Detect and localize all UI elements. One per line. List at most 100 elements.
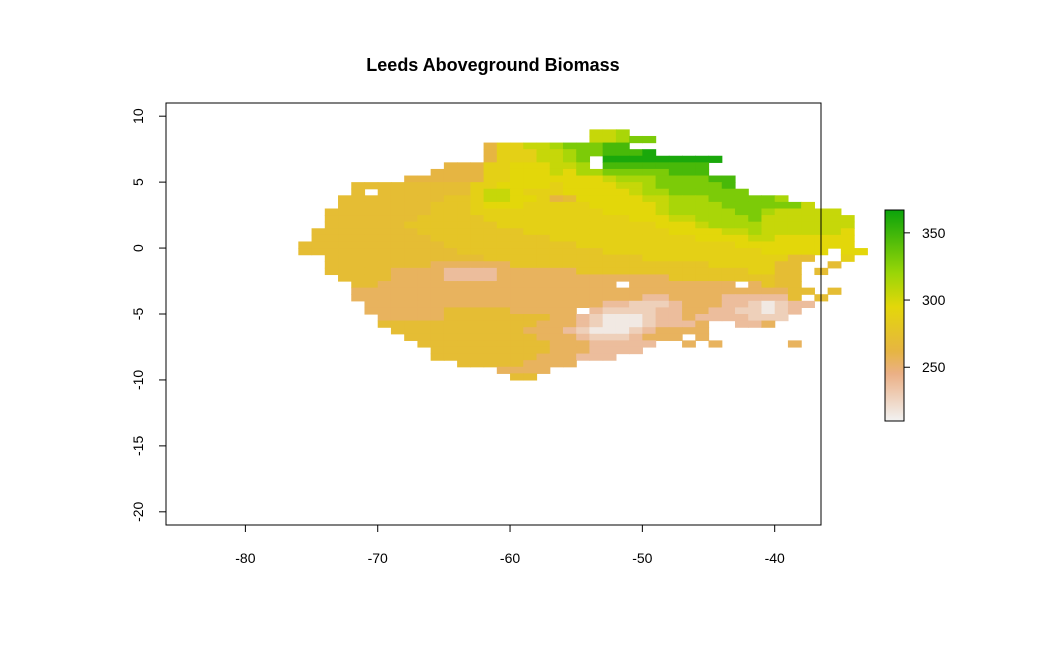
raster-cell (496, 221, 511, 229)
raster-cell (364, 182, 379, 190)
raster-cell (602, 135, 617, 144)
raster-cell (457, 195, 471, 203)
raster-cell (324, 267, 339, 276)
raster-cell (417, 294, 432, 302)
raster-cell (602, 155, 617, 163)
raster-cell (496, 314, 511, 322)
raster-cell (311, 248, 326, 256)
raster-cell (695, 195, 710, 203)
raster-cell (470, 162, 485, 170)
raster-cell (629, 267, 643, 276)
raster-cell (523, 346, 538, 355)
raster-cell (562, 149, 577, 157)
raster-cell (629, 287, 643, 295)
raster-cell (602, 182, 617, 190)
raster-cell (351, 267, 366, 276)
raster-cell (576, 248, 591, 256)
raster-cell (721, 175, 736, 183)
raster-cell (457, 360, 471, 368)
raster-cell (576, 320, 591, 328)
raster-cell (801, 208, 815, 216)
raster-cell (602, 261, 617, 269)
raster-cell (536, 248, 551, 256)
raster-cell (589, 234, 604, 243)
raster-cell (576, 346, 591, 355)
raster-cell (351, 215, 366, 223)
raster-cell (562, 320, 577, 328)
raster-cell (562, 201, 577, 210)
raster-cell (602, 300, 617, 308)
raster-cell (496, 162, 511, 170)
raster-cell (338, 228, 352, 236)
raster-cell (523, 188, 538, 196)
raster-cell (338, 267, 352, 276)
raster-cell (430, 267, 445, 276)
raster-cell (602, 346, 617, 355)
raster-cell (443, 182, 458, 190)
raster-cell (496, 300, 511, 308)
raster-cell (510, 346, 524, 355)
raster-cell (774, 228, 789, 236)
raster-cell (748, 274, 763, 282)
raster-cell (708, 248, 723, 256)
raster-cell (562, 182, 577, 190)
raster-cell (602, 208, 617, 216)
raster-cell (589, 175, 604, 183)
raster-cell (602, 254, 617, 262)
raster-cell (615, 175, 630, 183)
raster-cell (602, 327, 617, 335)
raster-cell (523, 294, 538, 302)
raster-cell (748, 254, 763, 262)
raster-cell (615, 188, 630, 196)
legend-frame (884, 209, 905, 422)
raster-cell (523, 201, 538, 210)
raster-cell (576, 155, 591, 163)
raster-cell (324, 254, 339, 262)
x-axis: -80 -70 -60 -50 -40 (235, 524, 785, 566)
raster-cell (682, 320, 696, 328)
raster-cell (298, 241, 313, 249)
raster-cell (576, 168, 591, 177)
raster-cell (390, 201, 405, 210)
y-tick-label: -20 (130, 501, 146, 521)
raster-cell (549, 254, 564, 262)
raster-cell (549, 320, 564, 328)
raster-cell (510, 320, 524, 328)
raster-cell (390, 320, 405, 328)
raster-cell (589, 294, 604, 302)
raster-cell (377, 314, 392, 322)
raster-cell (602, 195, 617, 203)
raster-cell (483, 300, 498, 308)
y-tick-label: 5 (130, 178, 146, 186)
raster-cell (602, 175, 617, 183)
raster-cell (642, 149, 657, 157)
raster-cell (549, 261, 564, 269)
raster-cell (496, 195, 511, 203)
raster-cell (510, 195, 524, 203)
raster-cell (642, 281, 657, 289)
raster-cell (496, 201, 511, 210)
raster-cell (470, 254, 485, 262)
raster-cell (470, 294, 485, 302)
raster-cell (536, 294, 551, 302)
raster-cell (801, 300, 815, 308)
raster-cell (364, 208, 379, 216)
raster-cell (536, 221, 551, 229)
raster-cell (801, 254, 815, 262)
raster-cell (562, 287, 577, 295)
raster-cell (721, 300, 736, 308)
raster-cell (576, 300, 591, 308)
raster-cell (523, 149, 538, 157)
raster-cell (549, 208, 564, 216)
raster-cell (496, 366, 511, 374)
raster-cell (761, 274, 776, 282)
raster-cell (364, 234, 379, 243)
raster-cell (695, 201, 710, 210)
raster-cell (549, 142, 564, 150)
raster-cell (457, 320, 471, 328)
raster-cell (338, 274, 352, 282)
raster-cell (655, 221, 670, 229)
raster-cell (734, 228, 749, 236)
raster-cell (589, 129, 604, 137)
raster-cell (404, 254, 419, 262)
